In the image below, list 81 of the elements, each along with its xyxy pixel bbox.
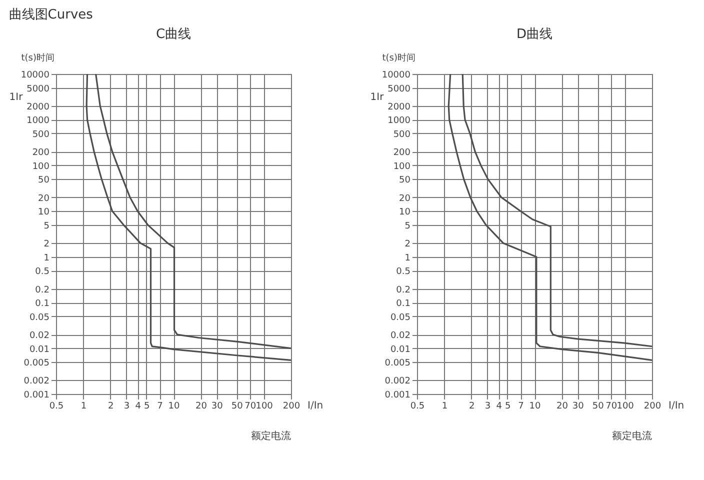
y-tick-label: 1: [404, 253, 410, 264]
y-tick-label: 1000: [26, 116, 50, 126]
x-tick-label: 3: [484, 402, 491, 412]
x-tick-label: 7: [157, 402, 163, 412]
x-axis-title: I/In: [308, 400, 324, 412]
y-tick-label: 100: [393, 162, 411, 172]
y-tick-label: 0.02: [390, 331, 410, 342]
text: 1Ir: [9, 92, 24, 103]
y-tick-label: 200: [393, 148, 411, 158]
x-tick-label: 100: [256, 402, 274, 412]
y-tick-label: 0.2: [396, 285, 410, 296]
y-tick-label: 100: [32, 162, 50, 172]
y-tick-label: 0.1: [35, 299, 50, 310]
text: 额定电流: [251, 430, 291, 442]
x-tick-label: 200: [644, 402, 662, 412]
x-tick-label: 70: [244, 402, 256, 412]
x-tick-label: 7: [518, 402, 524, 412]
text: 额定电流: [612, 430, 652, 442]
y-tick-label: 0.005: [384, 358, 410, 369]
y-tick-label: 0.05: [29, 312, 50, 323]
y-tick-label: 0.5: [396, 267, 410, 278]
y-tick-label: 0.1: [396, 299, 410, 310]
chart-title: D曲线: [516, 27, 553, 42]
y-tick-label: 10000: [382, 70, 411, 80]
y-axis-title: t(s)时间: [21, 52, 54, 64]
y-tick-label: 10: [399, 208, 411, 218]
y-tick-label: 10000: [20, 70, 50, 80]
x-tick-label: 5: [144, 402, 150, 412]
x-tick-label: 50: [592, 402, 604, 412]
y-tick-label: 50: [399, 176, 411, 186]
x-tick-label: 20: [556, 402, 568, 412]
x-tick-label: 3: [124, 402, 130, 412]
y-tick-label: 500: [393, 130, 411, 140]
y-tick-label: 20: [38, 194, 50, 204]
x-tick-label: 2: [108, 402, 114, 412]
y-tick-label: 5: [44, 221, 50, 232]
y-tick-label: 5000: [26, 84, 50, 94]
x-tick-label: 200: [282, 402, 300, 412]
x-tick-label: 10: [529, 402, 541, 412]
x-tick-label: 1: [442, 402, 448, 412]
x-tick-label: 30: [211, 402, 224, 412]
y-tick-label: 2: [44, 240, 50, 250]
y-tick-label: 0.5: [35, 267, 50, 278]
x-axis-title: I/In: [668, 400, 684, 412]
x-tick-label: 50: [231, 402, 244, 412]
x-tick-label: 30: [572, 402, 584, 412]
y-tick-label: 0.01: [29, 344, 50, 355]
y-tick-label: 5000: [388, 84, 411, 94]
x-tick-label: 70: [606, 402, 618, 412]
y-tick-label: 50: [38, 176, 50, 186]
chart-title: C曲线: [156, 27, 192, 42]
y-tick-label: 0.001: [24, 390, 50, 400]
text: 曲线图Curves: [8, 8, 94, 22]
x-tick-label: 20: [195, 402, 208, 412]
y-tick-label: 1: [44, 253, 50, 264]
x-tick-label: 4: [496, 402, 502, 412]
y-tick-label: 0.005: [24, 358, 50, 369]
y-tick-label: 0.2: [35, 285, 50, 296]
y-tick-label: 2000: [26, 102, 50, 112]
y-tick-label: 0.002: [24, 376, 50, 387]
x-tick-label: 1: [80, 402, 87, 412]
y-tick-label: 500: [32, 130, 50, 140]
y-tick-label: 0.001: [384, 390, 410, 400]
y-tick-label: 200: [32, 148, 50, 158]
y-tick-label: 10: [38, 208, 50, 218]
y-tick-label: 20: [399, 194, 411, 204]
y-tick-label: 0.002: [384, 376, 410, 387]
x-tick-label: 5: [504, 402, 511, 412]
y-axis-title: t(s)时间: [382, 52, 416, 64]
x-tick-label: 100: [616, 402, 634, 412]
x-tick-label: 10: [168, 402, 180, 412]
x-tick-label: 2: [469, 402, 475, 412]
y-tick-label: 1000: [388, 116, 411, 126]
y-tick-label: 5: [404, 221, 410, 232]
y-tick-label: 2: [404, 240, 410, 250]
text: 1Ir: [370, 92, 385, 103]
x-tick-label: 4: [135, 402, 142, 412]
y-tick-label: 0.05: [390, 312, 410, 323]
y-tick-label: 2000: [388, 102, 411, 112]
y-tick-label: 0.01: [390, 344, 410, 355]
y-tick-label: 0.02: [29, 331, 50, 342]
